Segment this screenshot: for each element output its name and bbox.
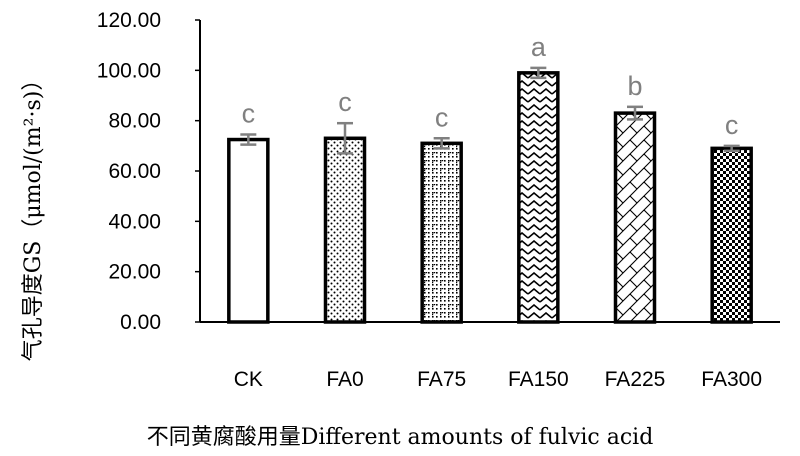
y-tick-label: 60.00	[108, 160, 161, 183]
x-category-label: FA150	[508, 368, 569, 391]
error-bar-fa225	[627, 105, 643, 121]
error-bar-ck	[240, 133, 257, 146]
y-tick-label: 20.00	[108, 261, 161, 284]
x-category-label: FA75	[417, 368, 466, 391]
y-axis-title-group: 气孔导度GS（μmol/(m²·s)）	[21, 69, 46, 362]
x-category-label: FA0	[326, 368, 363, 391]
error-bar-fa300	[723, 144, 740, 153]
error-bar-fa150	[530, 66, 547, 80]
bar-fa225	[613, 111, 657, 324]
significance-label-fa225: b	[627, 71, 642, 101]
y-tick-label: 100.00	[97, 59, 161, 82]
bar-fa300	[710, 146, 753, 324]
axes	[199, 20, 780, 323]
bars-group: c c c a b c	[227, 32, 753, 324]
error-bar-fa0	[337, 121, 353, 155]
error-bar-fa75	[433, 137, 450, 150]
significance-label-fa0: c	[338, 87, 352, 117]
x-category-label: FA225	[605, 368, 666, 391]
x-category-label: FA300	[701, 368, 762, 391]
y-tick-label: 80.00	[108, 110, 161, 133]
bar-fa150	[517, 71, 560, 324]
x-axis-title: 不同黄腐酸用量Different amounts of fulvic acid	[147, 425, 654, 450]
significance-label-fa150: a	[531, 32, 547, 62]
y-tick-label: 40.00	[108, 210, 161, 233]
y-tick-label: 0.00	[120, 311, 161, 334]
y-axis-ticks: 0.00 20.00 40.00 60.00 80.00 100.00 120.00	[97, 9, 200, 334]
bar-fa0	[323, 136, 367, 324]
x-category-label: CK	[234, 368, 263, 391]
y-tick-label: 120.00	[97, 9, 161, 32]
significance-label-ck: c	[242, 99, 256, 129]
bar-fa75	[420, 141, 463, 324]
significance-label-fa300: c	[725, 110, 739, 140]
y-axis-title: 气孔导度GS（μmol/(m²·s)）	[21, 69, 46, 362]
significance-label-fa75: c	[435, 102, 449, 132]
category-labels: CK FA0 FA75 FA150 FA225 FA300	[234, 368, 762, 391]
bar-ck	[227, 137, 270, 324]
